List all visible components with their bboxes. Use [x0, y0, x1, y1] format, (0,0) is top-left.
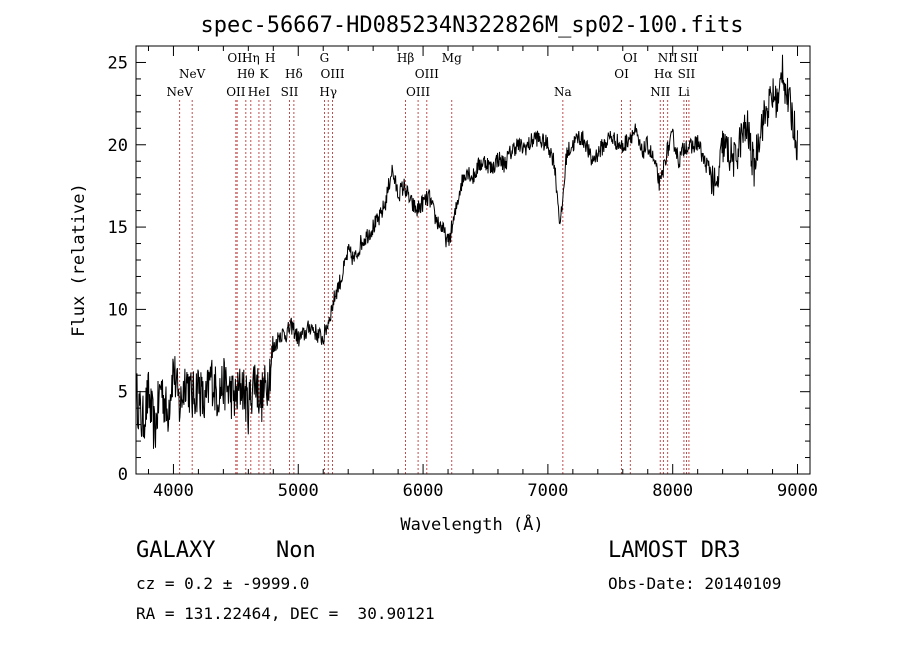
- x-tick-label: 5000: [278, 481, 319, 501]
- y-axis-ticks: 0 5 10 15 20 25: [108, 53, 810, 485]
- line-label: OI: [623, 51, 638, 65]
- survey-name: LAMOST DR3: [608, 538, 741, 563]
- line-label: OIII: [415, 67, 439, 81]
- y-tick-label: 0: [118, 465, 128, 485]
- line-label: Hγ: [319, 85, 337, 99]
- coordinates: RA = 131.22464, DEC = 30.90121: [136, 604, 435, 623]
- line-label: SII: [680, 51, 698, 65]
- line-label: K: [259, 67, 269, 81]
- chart-title: spec-56667-HD085234N322826M_sp02-100.fit…: [200, 13, 743, 38]
- y-tick-label: 15: [108, 218, 128, 238]
- line-label: SII: [281, 85, 299, 99]
- line-label: NeV: [167, 85, 194, 99]
- x-tick-label: 4000: [153, 481, 194, 501]
- line-label: OII: [227, 51, 247, 65]
- line-label: Li: [678, 85, 690, 99]
- line-label: HeI: [248, 85, 271, 99]
- object-subclass: Non: [276, 538, 316, 563]
- x-tick-label: 8000: [652, 481, 693, 501]
- line-label: NeV: [179, 67, 206, 81]
- redshift-value: cz = 0.2 ± -9999.0: [136, 574, 310, 593]
- line-label: H: [265, 51, 275, 65]
- x-axis-ticks: 4000 5000 6000 7000 8000 9000: [147, 46, 818, 501]
- line-label: Hα: [654, 67, 673, 81]
- spectral-line-markers: NeVNeVOIIOIIHθHηHeIKHSIIHδGHγOIIIHβOIIIO…: [167, 51, 698, 474]
- spectrum-series: [135, 54, 798, 449]
- spectrum-line: [135, 54, 798, 449]
- x-tick-label: 7000: [527, 481, 568, 501]
- y-axis-label: Flux (relative): [69, 183, 89, 337]
- y-tick-label: 20: [108, 136, 128, 156]
- line-label: Hδ: [285, 67, 303, 81]
- observation-date: Obs-Date: 20140109: [608, 574, 782, 593]
- line-label: NII: [650, 85, 670, 99]
- line-label: SII: [678, 67, 696, 81]
- line-label: OIII: [321, 67, 345, 81]
- x-tick-label: 9000: [777, 481, 818, 501]
- line-label: OII: [226, 85, 246, 99]
- y-tick-label: 10: [108, 300, 128, 320]
- line-label: Na: [554, 85, 572, 99]
- x-tick-label: 6000: [403, 481, 444, 501]
- y-tick-label: 5: [118, 383, 128, 403]
- line-label: G: [320, 51, 330, 65]
- line-label: Hη: [242, 51, 260, 65]
- line-label: NII: [658, 51, 678, 65]
- line-label: OIII: [406, 85, 430, 99]
- line-label: Hθ: [237, 67, 255, 81]
- y-tick-label: 25: [108, 53, 128, 73]
- object-class: GALAXY: [136, 538, 216, 563]
- line-label: Hβ: [397, 51, 414, 65]
- line-label: Mg: [442, 51, 462, 65]
- line-label: OI: [614, 67, 629, 81]
- x-axis-label: Wavelength (Å): [400, 513, 543, 535]
